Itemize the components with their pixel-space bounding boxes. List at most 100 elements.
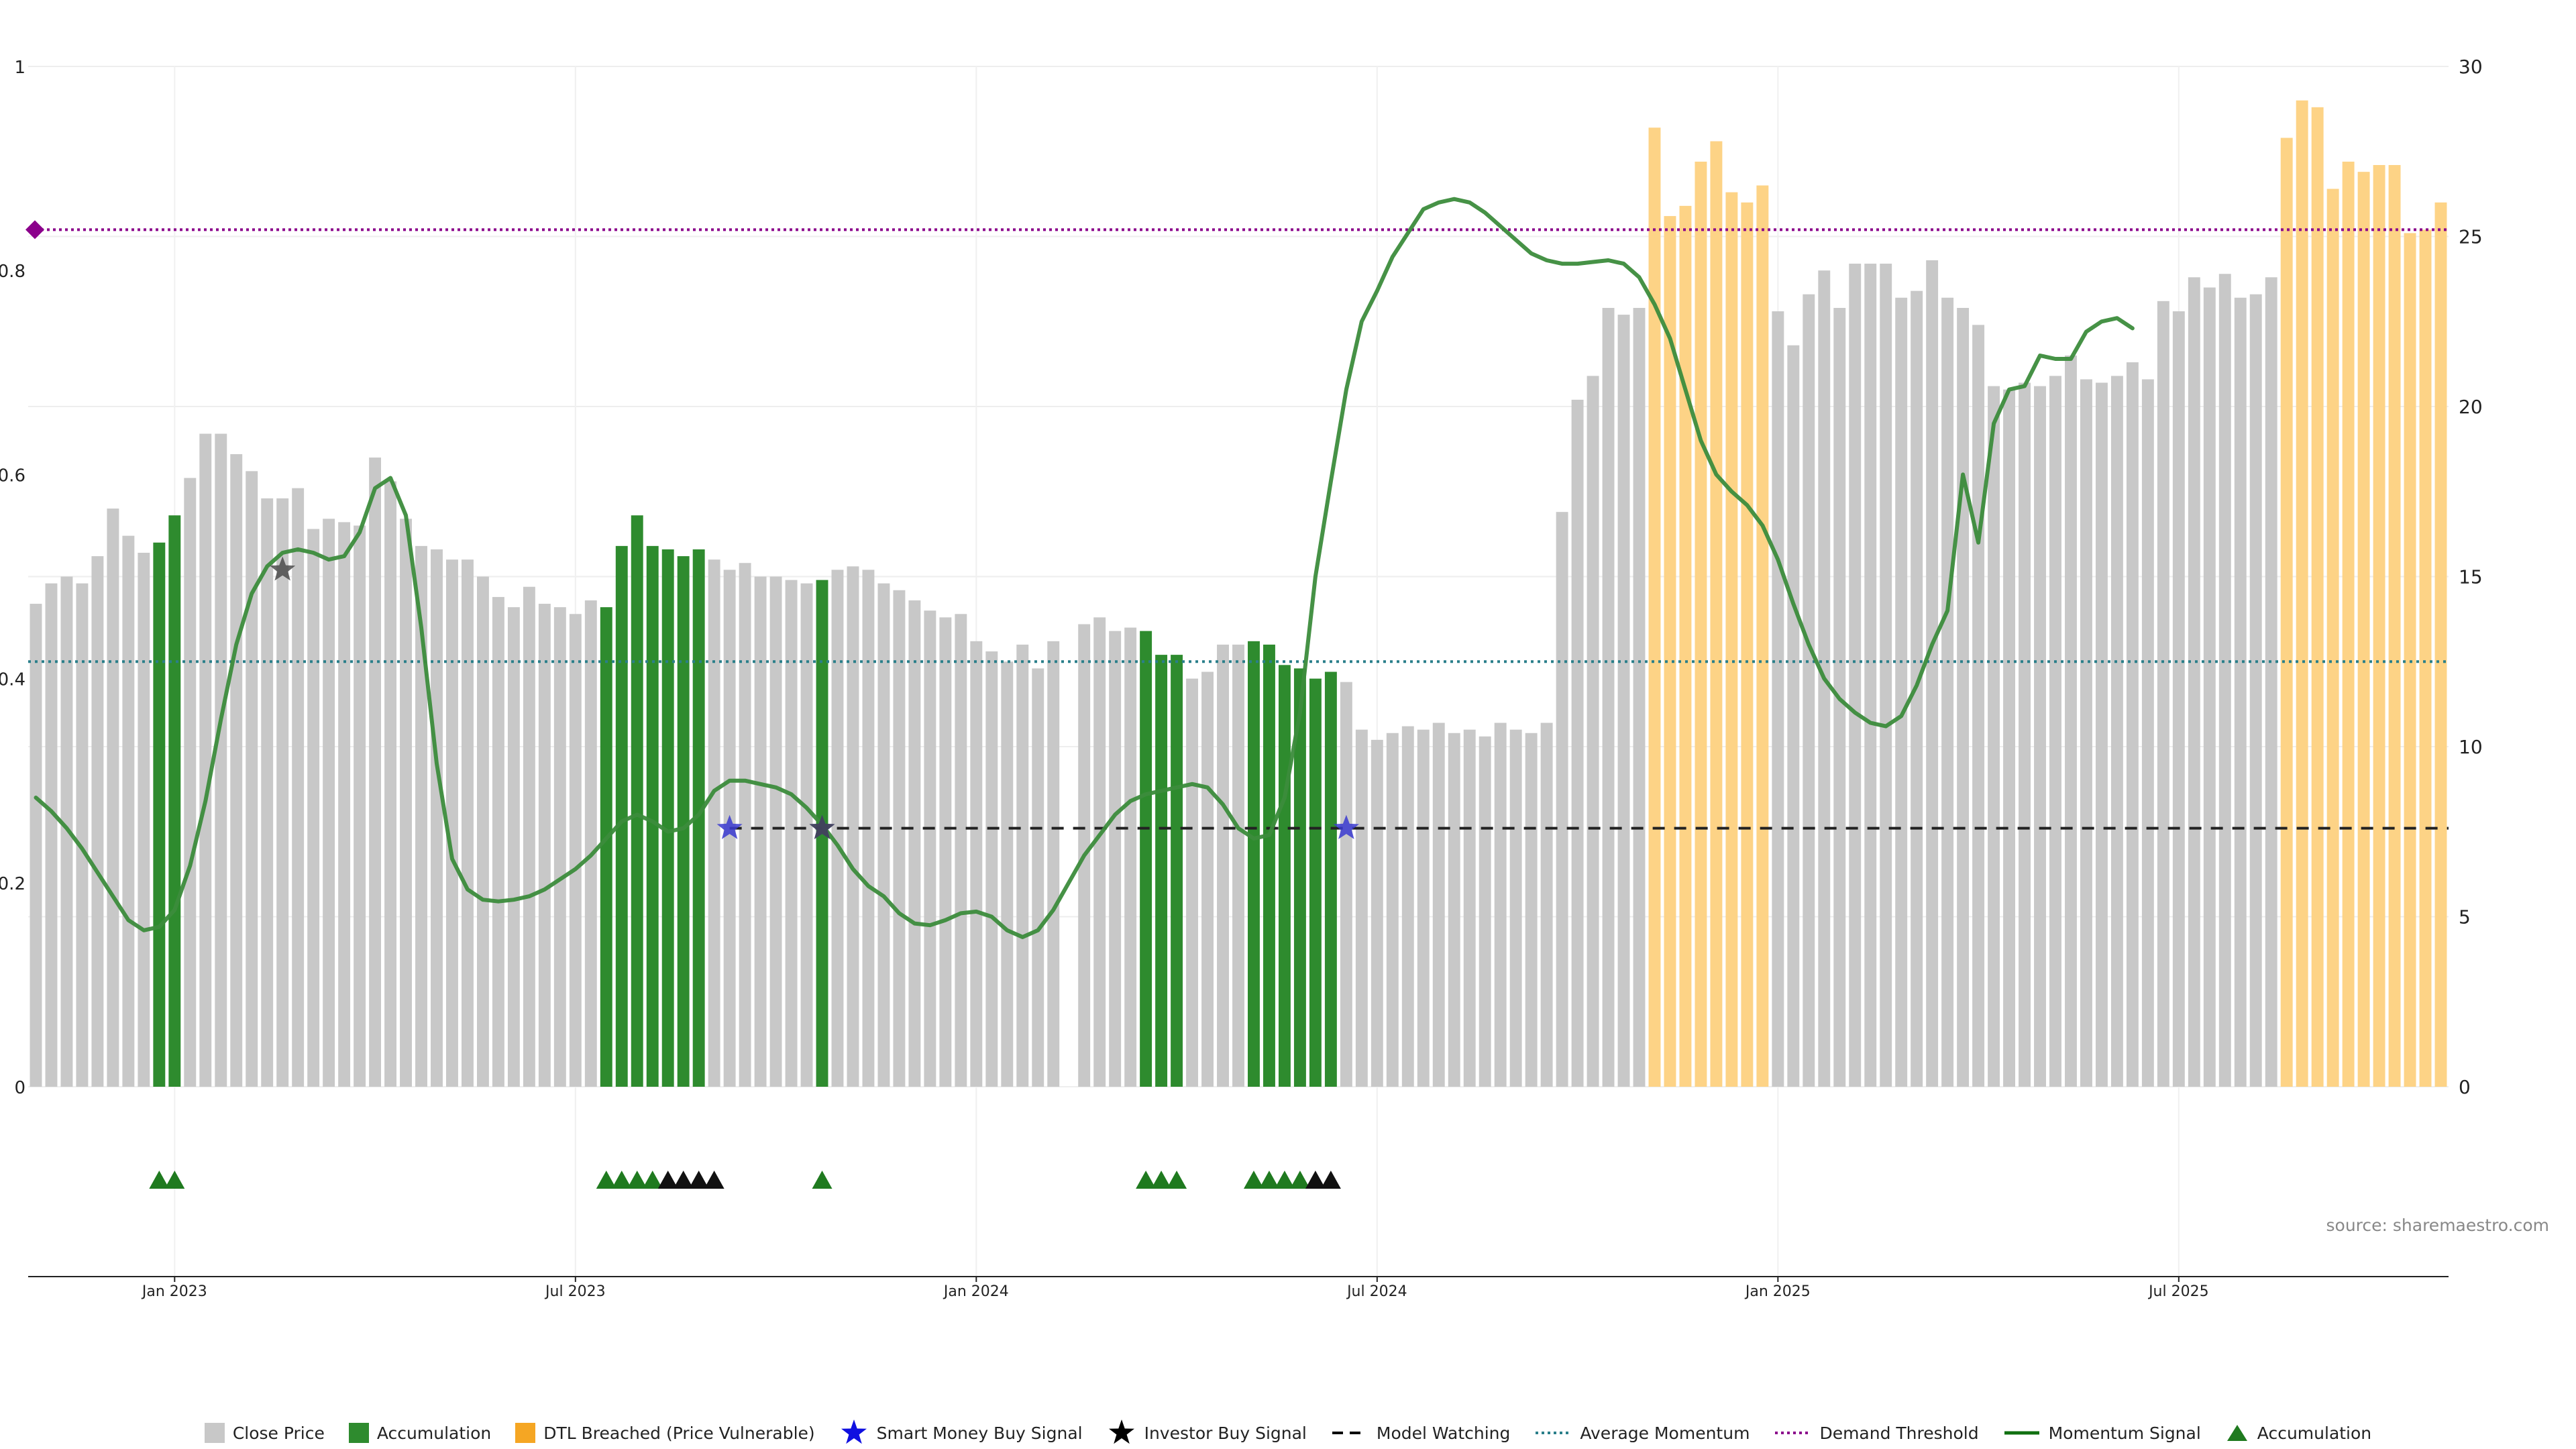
smart-money-star-icon <box>841 1419 867 1444</box>
accumulation-bar <box>1324 672 1337 1087</box>
close-price-bar <box>2034 386 2046 1087</box>
legend-accumulation-label: Accumulation <box>376 1423 492 1443</box>
legend-demand-threshold-label: Demand Threshold <box>1819 1423 1979 1443</box>
close-price-swatch <box>204 1423 225 1443</box>
investor-star-icon <box>1108 1419 1134 1444</box>
dtl-bar <box>1741 202 1754 1087</box>
close-price-bar <box>1448 733 1460 1087</box>
close-price-bar <box>292 488 305 1087</box>
legend-average-momentum: Average Momentum <box>1534 1424 1750 1443</box>
close-price-bar <box>1386 733 1399 1087</box>
close-price-bar <box>476 576 489 1087</box>
investor-star <box>270 556 296 581</box>
close-price-bar <box>138 553 150 1087</box>
close-price-bar <box>785 580 798 1087</box>
accumulation-marker <box>1305 1171 1326 1189</box>
close-price-bar <box>1124 627 1137 1087</box>
close-price-bar <box>754 576 767 1087</box>
dtl-bar <box>2342 161 2355 1087</box>
accumulation-marker <box>627 1171 647 1189</box>
accumulation-bar <box>168 515 181 1087</box>
legend-investor: Investor Buy Signal <box>1107 1418 1307 1448</box>
left-axis-tick: 0.8 <box>0 262 25 282</box>
solid-line-icon <box>2004 1431 2039 1435</box>
dtl-bar <box>1756 185 1769 1087</box>
close-price-bar <box>369 458 382 1087</box>
close-price-bar <box>338 522 351 1087</box>
close-price-bar <box>246 471 258 1087</box>
close-price-bar <box>2188 277 2200 1087</box>
close-price-bar <box>1417 729 1430 1087</box>
close-price-bar <box>199 433 212 1087</box>
legend-close-price: Close Price <box>204 1423 325 1443</box>
accumulation-marker <box>688 1171 709 1189</box>
close-price-bar <box>1540 722 1553 1087</box>
close-price-bar <box>2080 379 2092 1087</box>
dashed-line-icon <box>1332 1432 1367 1434</box>
close-price-bar <box>461 559 474 1087</box>
close-price-bar <box>60 576 73 1087</box>
accumulation-marker <box>164 1171 185 1189</box>
right-axis-tick: 0 <box>2459 1076 2471 1098</box>
accumulation-marker <box>596 1171 616 1189</box>
close-price-bar <box>1432 722 1445 1087</box>
accumulation-marker <box>704 1171 724 1189</box>
accumulation-marker <box>1167 1171 1187 1189</box>
close-price-bar <box>1032 668 1044 1087</box>
close-price-bar <box>323 519 335 1087</box>
close-price-bar <box>1633 307 1646 1087</box>
right-axis-tick: 20 <box>2459 396 2483 418</box>
dtl-bar <box>1679 205 1692 1087</box>
close-price-bar <box>1787 345 1800 1087</box>
close-price-bar <box>415 545 427 1087</box>
accumulation-marker <box>1243 1171 1264 1189</box>
momentum-signal-line <box>34 197 2135 939</box>
dtl-swatch <box>515 1423 536 1443</box>
close-price-bar <box>1988 386 2000 1087</box>
close-price-bar <box>1803 294 1815 1087</box>
close-price-bar <box>908 600 921 1087</box>
close-price-bar <box>2019 382 2031 1087</box>
accumulation-marker <box>673 1171 694 1189</box>
dtl-bar <box>1664 216 1676 1087</box>
dtl-bar <box>2357 172 2370 1087</box>
close-price-bar <box>1880 264 1892 1087</box>
accumulation-bar <box>646 545 659 1087</box>
legend-model-watching-label: Model Watching <box>1376 1423 1511 1443</box>
legend-accumulation: Accumulation <box>348 1423 492 1443</box>
close-price-bar <box>2049 376 2061 1087</box>
accumulation-swatch <box>348 1423 369 1443</box>
accumulation-marker <box>1274 1171 1295 1189</box>
accumulation-bar <box>631 515 643 1087</box>
close-price-bar <box>384 481 397 1087</box>
dtl-bar <box>1648 127 1661 1087</box>
dtl-bar <box>2404 233 2416 1087</box>
dtl-bar <box>2419 229 2432 1087</box>
close-price-bar <box>2110 376 2123 1087</box>
accumulation-marker <box>149 1171 170 1189</box>
close-price-bar <box>2172 311 2185 1087</box>
accumulation-bar <box>1263 644 1275 1087</box>
close-price-bar <box>939 617 952 1087</box>
x-axis-tick-label: Jan 2024 <box>943 1283 1009 1300</box>
dotted-purple-line-icon <box>1775 1432 1811 1434</box>
close-price-bar <box>1895 297 1908 1087</box>
close-price-bar <box>1957 307 1970 1087</box>
close-price-bar <box>2203 287 2216 1087</box>
close-price-bar <box>1093 617 1106 1087</box>
legend-investor-label: Investor Buy Signal <box>1144 1423 1307 1443</box>
close-price-bar <box>276 498 289 1087</box>
smart-money-star <box>1333 814 1359 839</box>
accumulation-bar <box>677 556 690 1087</box>
close-price-bar <box>2234 297 2247 1087</box>
close-price-bar <box>1587 376 1599 1087</box>
close-price-bar <box>2003 389 2016 1087</box>
close-price-bar <box>1001 661 1014 1087</box>
dtl-bar <box>2373 165 2385 1087</box>
right-axis-tick: 30 <box>2459 56 2483 78</box>
close-price-bar <box>1355 729 1368 1087</box>
close-price-bar <box>1602 307 1615 1087</box>
dtl-bar <box>2388 165 2401 1087</box>
close-price-bar <box>122 535 135 1087</box>
close-price-bar <box>431 549 443 1087</box>
